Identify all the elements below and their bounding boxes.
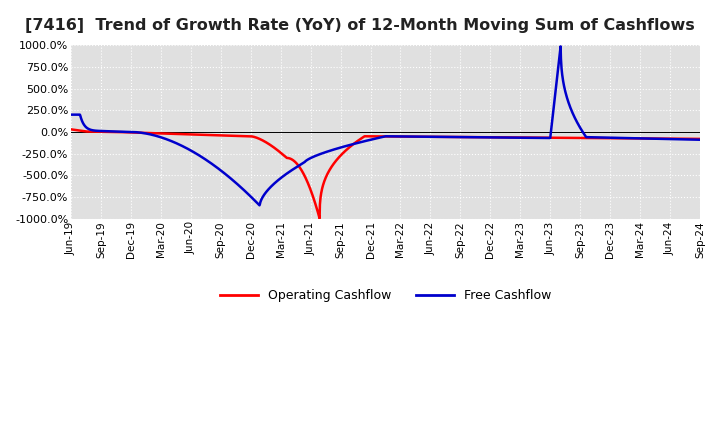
Legend: Operating Cashflow, Free Cashflow: Operating Cashflow, Free Cashflow (215, 285, 556, 308)
Text: [7416]  Trend of Growth Rate (YoY) of 12-Month Moving Sum of Cashflows: [7416] Trend of Growth Rate (YoY) of 12-… (25, 18, 695, 33)
